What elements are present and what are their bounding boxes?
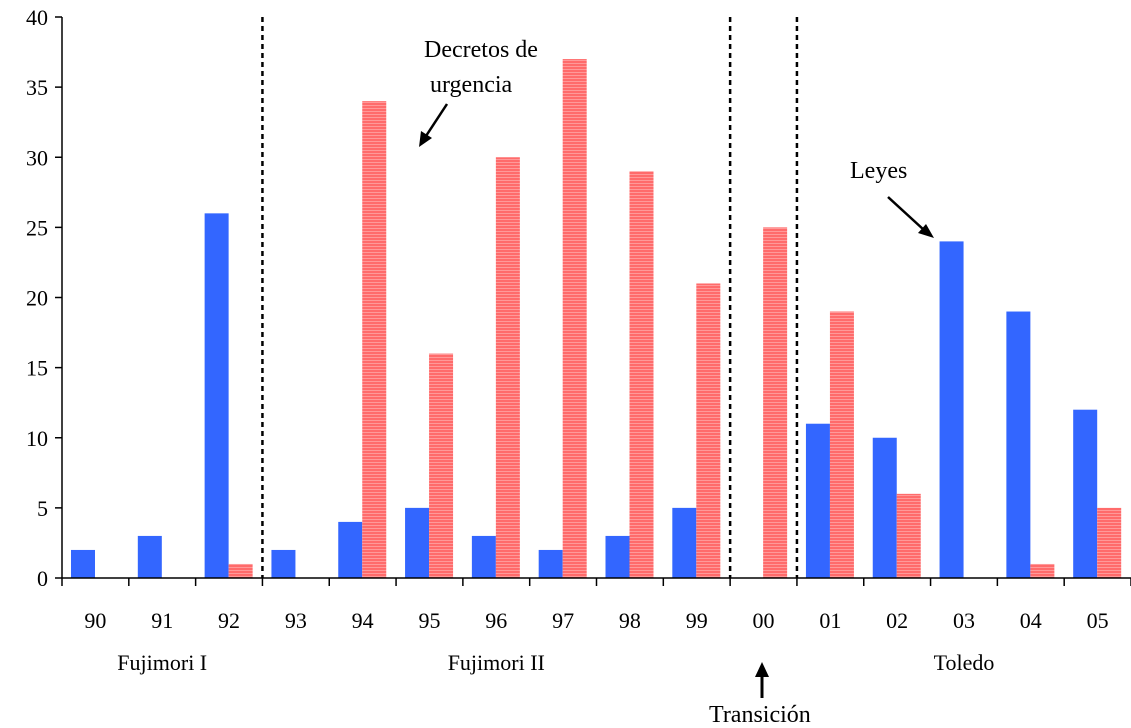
y-tick-label: 25 (26, 215, 48, 240)
bar-series1-90 (71, 549, 95, 578)
bar-series2-96 (495, 157, 520, 578)
bar-series2-98 (629, 171, 654, 578)
bar-series2-99 (696, 283, 721, 578)
x-tick-label: 94 (352, 608, 374, 633)
period-label: Toledo (934, 650, 995, 675)
x-tick-label: 05 (1087, 608, 1109, 633)
x-tick-label: 90 (84, 608, 106, 633)
bar-series2-05 (1097, 507, 1122, 578)
y-tick-label: 30 (26, 145, 48, 170)
bar-series1-91 (137, 535, 162, 578)
bar-series1-94 (338, 521, 363, 578)
bar-series1-92 (204, 213, 229, 578)
bar-series2-02 (896, 493, 921, 578)
x-tick-label: 03 (953, 608, 975, 633)
y-tick-label: 0 (37, 566, 48, 591)
bar-series1-95 (405, 507, 430, 578)
bar-series1-01 (805, 423, 830, 578)
bar-series1-93 (271, 549, 296, 578)
annotation-decrees-line1: Decretos de (424, 37, 538, 63)
bar-series1-02 (872, 437, 897, 578)
y-tick-label: 5 (37, 496, 48, 521)
arrow-decrees (419, 103, 449, 147)
period-label: Fujimori II (448, 650, 545, 675)
period-label: Fujimori I (117, 650, 207, 675)
annotation-laws: Leyes (850, 158, 907, 184)
period-dividers (261, 17, 799, 578)
bars-layer (71, 59, 1122, 579)
x-tick-label: 01 (819, 608, 841, 633)
bar-series1-96 (471, 535, 496, 578)
y-tick-label: 15 (26, 356, 48, 381)
bar-series2-95 (429, 353, 454, 578)
bar-series1-99 (672, 507, 697, 578)
x-tick-label: 98 (619, 608, 641, 633)
y-tick-label: 20 (26, 286, 48, 311)
bar-series2-94 (362, 101, 387, 579)
bar-series2-92 (228, 563, 253, 578)
annotation-decrees-line2: urgencia (430, 72, 513, 98)
x-tick-label: 92 (218, 608, 240, 633)
y-tick-label: 40 (26, 5, 48, 30)
bar-series1-97 (538, 549, 563, 578)
bar-series2-97 (562, 59, 587, 578)
bar-series2-01 (829, 311, 854, 578)
bar-series1-05 (1073, 409, 1098, 578)
x-tick-label: 95 (418, 608, 440, 633)
axes-layer (55, 16, 1131, 586)
bar-series1-98 (605, 535, 630, 578)
bar-series1-03 (939, 241, 964, 578)
x-tick-label: 04 (1020, 608, 1042, 633)
x-tick-label: 96 (485, 608, 507, 633)
bar-series2-04 (1030, 563, 1055, 578)
x-tick-label: 93 (285, 608, 307, 633)
arrow-laws (887, 196, 934, 238)
arrow-transition (755, 662, 769, 698)
y-tick-label: 35 (26, 75, 48, 100)
x-tick-label: 97 (552, 608, 574, 633)
y-tick-label: 10 (26, 426, 48, 451)
x-tick-label: 02 (886, 608, 908, 633)
annotation-transition: Transición (709, 702, 811, 728)
x-tick-label: 99 (686, 608, 708, 633)
x-tick-label: 91 (151, 608, 173, 633)
x-tick-label: 00 (753, 608, 775, 633)
bar-series2-00 (763, 227, 788, 578)
bar-series1-04 (1006, 311, 1031, 578)
